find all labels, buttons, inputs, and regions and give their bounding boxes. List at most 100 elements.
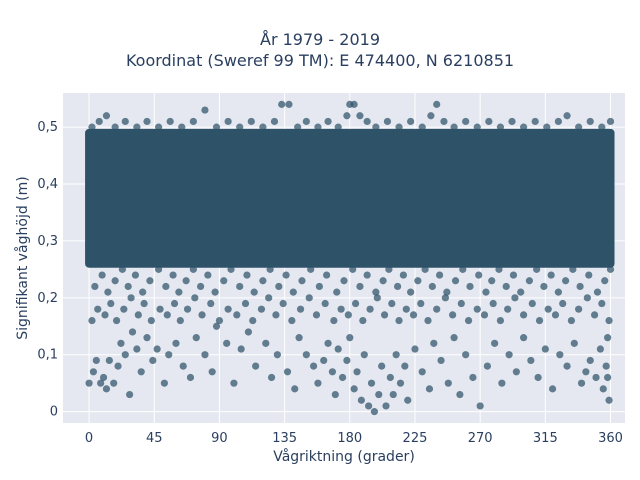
data-point [547, 271, 555, 279]
data-point [340, 277, 348, 285]
data-point [505, 351, 513, 359]
data-point [237, 345, 245, 353]
data-point [176, 316, 184, 325]
data-point [338, 373, 347, 382]
data-point [383, 117, 392, 126]
x-tick-label: 315 [533, 431, 558, 446]
data-point [389, 390, 397, 399]
x-tick-label: 135 [272, 431, 297, 446]
data-point [183, 305, 192, 313]
data-point [315, 282, 323, 291]
data-point [496, 123, 505, 131]
data-point [117, 339, 125, 347]
data-point [236, 282, 244, 291]
data-point [559, 299, 567, 308]
data-point [596, 345, 604, 353]
data-point [111, 277, 119, 285]
data-point [289, 288, 297, 296]
data-point [324, 339, 332, 347]
data-point [270, 117, 279, 126]
data-point [175, 288, 183, 296]
data-point [262, 339, 270, 347]
data-point [120, 305, 128, 313]
data-point [606, 117, 615, 126]
data-point [585, 271, 593, 279]
data-point [604, 334, 612, 342]
data-point [593, 288, 602, 296]
data-point [605, 396, 613, 404]
data-point [133, 345, 141, 353]
data-point [424, 316, 432, 325]
data-point [302, 117, 310, 126]
data-point [456, 390, 464, 399]
data-point [208, 368, 216, 376]
x-tick-label: 270 [468, 431, 493, 446]
data-point [351, 299, 360, 308]
data-point [328, 368, 337, 376]
data-point [111, 123, 119, 131]
data-point [146, 277, 154, 285]
data-point [204, 271, 212, 279]
data-point [143, 117, 151, 126]
data-point [583, 294, 591, 302]
data-point [382, 402, 390, 410]
data-point [337, 305, 345, 313]
data-point [430, 339, 438, 347]
data-point [279, 299, 287, 308]
data-point [556, 351, 564, 359]
data-point [370, 408, 379, 416]
data-point [344, 311, 352, 319]
data-point [163, 311, 171, 319]
data-point [267, 373, 276, 382]
data-point [363, 117, 371, 126]
dense-point-band [85, 128, 615, 268]
data-point [388, 299, 396, 308]
data-point [320, 356, 328, 365]
data-point [165, 351, 173, 359]
data-point [102, 385, 111, 393]
y-tick-label: 0,2 [37, 291, 58, 306]
data-point [443, 288, 451, 296]
data-point [586, 356, 594, 365]
data-point [349, 265, 357, 273]
data-point [215, 316, 224, 325]
data-point [495, 265, 503, 273]
data-point [386, 373, 394, 382]
data-point [592, 373, 600, 382]
data-point [563, 112, 571, 120]
y-axis-label: Signifikant våghöjd (m) [14, 176, 31, 339]
data-point [395, 316, 403, 325]
data-point [520, 123, 528, 131]
y-tick-label: 0,3 [37, 234, 58, 249]
data-point [437, 356, 445, 365]
data-point [363, 271, 371, 279]
data-point [567, 316, 576, 325]
data-point [440, 117, 448, 126]
data-point [85, 379, 93, 387]
data-point [543, 123, 551, 131]
data-point [520, 311, 528, 319]
data-point [224, 305, 232, 313]
data-point [548, 385, 557, 393]
data-point [162, 282, 170, 291]
chart-subtitle: Koordinat (Sweref 99 TM): E 474400, N 62… [125, 51, 515, 70]
data-point [385, 265, 393, 273]
data-point [244, 328, 253, 336]
data-point [259, 277, 267, 285]
data-point [606, 265, 615, 273]
data-point [482, 288, 490, 296]
x-tick-label: 225 [403, 431, 428, 446]
data-point [323, 271, 331, 279]
data-point [121, 117, 129, 126]
data-point [601, 277, 609, 285]
data-point [375, 390, 383, 399]
data-point [252, 362, 260, 370]
data-point [126, 390, 134, 399]
data-point [298, 277, 306, 285]
data-point [511, 294, 519, 302]
data-point [343, 112, 351, 120]
data-point [312, 311, 321, 319]
data-point [128, 328, 137, 336]
data-point [230, 379, 238, 387]
data-point [182, 277, 190, 285]
